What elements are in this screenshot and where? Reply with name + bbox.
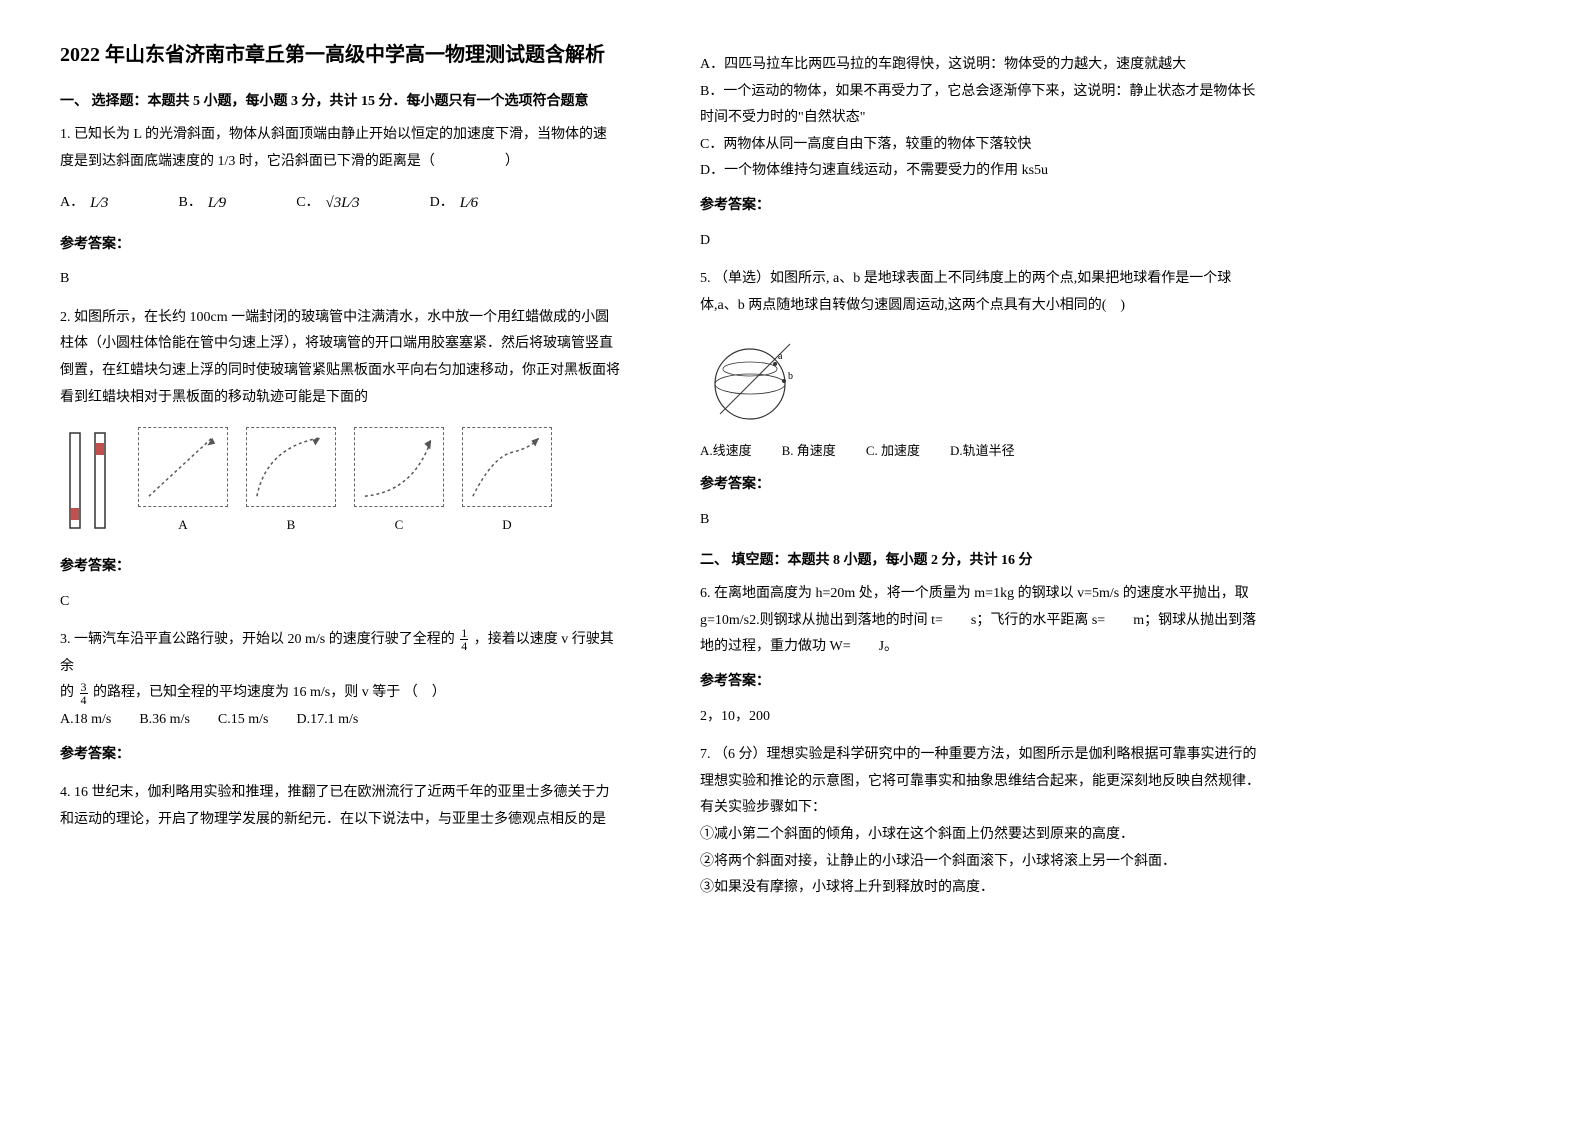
q3-text-3: 的 [60,685,74,700]
q1-optB-value: L⁄9 [208,189,226,218]
q4-optD: D．一个物体维持匀速直线运动，不需要受力的作用 ks5u [700,158,1260,185]
earth-sphere-icon: a b [700,329,810,429]
q7-step-3: ③如果没有摩擦，小球将上升到释放时的高度． [700,875,1260,902]
question-4-stem: 4. 16 世纪末，伽利略用实验和推理，推翻了已在欧洲流行了近两千年的亚里士多德… [60,780,620,833]
q1-answer-label: 参考答案： [60,232,620,259]
q5-optB: B. 角速度 [782,439,836,464]
question-1: 1. 已知长为 L 的光滑斜面，物体从斜面顶端由静止开始以恒定的加速度下滑，当物… [60,122,620,293]
q4-answer: D [700,228,1260,255]
svg-text:b: b [788,371,793,382]
q7-step-2: ②将两个斜面对接，让静止的小球沿一个斜面滚下，小球将滚上另一个斜面． [700,849,1260,876]
question-3: 3. 一辆汽车沿平直公路行驶，开始以 20 m/s 的速度行驶了全程的 1 4 … [60,627,620,768]
question-1-text: 1. 已知长为 L 的光滑斜面，物体从斜面顶端由静止开始以恒定的加速度下滑，当物… [60,122,620,175]
q6-answer: 2，10，200 [700,704,1260,731]
q3-answer-label: 参考答案： [60,742,620,769]
section-1-header: 一、 选择题：本题共 5 小题，每小题 3 分，共计 15 分．每小题只有一个选… [60,90,620,110]
q3-frac-2: 3 4 [80,681,88,706]
q3-text-4: 的路程，已知全程的平均速度为 16 m/s，则 v 等于 （ ） [93,685,446,700]
q5-answer-label: 参考答案： [700,472,1260,499]
q3-text-1: 3. 一辆汽车沿平直公路行驶，开始以 20 m/s 的速度行驶了全程的 [60,632,455,647]
q1-optA-label: A． [60,190,84,217]
q1-optD-value: L⁄6 [460,189,478,218]
right-column: A．四匹马拉车比两匹马拉的车跑得快，这说明：物体受的力越大，速度就越大 B．一个… [700,40,1260,914]
q5-optC: C. 加速度 [866,439,920,464]
question-4-options: A．四匹马拉车比两匹马拉的车跑得快，这说明：物体受的力越大，速度就越大 B．一个… [700,52,1260,254]
q2-diagram-row: A B C [60,427,620,538]
question-1-options: A． L⁄3 B． L⁄9 C． √3L⁄3 D． L⁄6 [60,189,620,218]
q1-optC-label: C． [296,190,319,217]
q2-traj-d: D [462,427,552,538]
question-2: 2. 如图所示，在长约 100cm 一端封闭的玻璃管中注满清水，水中放一个用红蜡… [60,305,620,615]
q6-answer-label: 参考答案： [700,669,1260,696]
q2-label-a: A [138,513,228,538]
q1-answer: B [60,266,620,293]
q1-optB-label: B． [178,190,201,217]
question-7: 7. （6 分）理想实验是科学研究中的一种重要方法，如图所示是伽利略根据可靠事实… [700,742,1260,902]
q3-frac-1: 1 4 [460,627,468,652]
q2-traj-c: C [354,427,444,538]
question-4-text: 4. 16 世纪末，伽利略用实验和推理，推翻了已在欧洲流行了近两千年的亚里士多德… [60,780,620,833]
q4-optB: B．一个运动的物体，如果不再受力了，它总会逐渐停下来，这说明：静止状态才是物体长… [700,79,1260,132]
q2-traj-b: B [246,427,336,538]
q7-step-1: ①减小第二个斜面的倾角，小球在这个斜面上仍然要达到原来的高度． [700,822,1260,849]
q4-optC: C．两物体从同一高度自由下落，较重的物体下落较快 [700,132,1260,159]
section-2-header: 二、 填空题：本题共 8 小题，每小题 2 分，共计 16 分 [700,549,1260,569]
q1-optA-value: L⁄3 [90,189,108,218]
tube-icon [60,428,120,538]
q3-frac2-den: 4 [80,694,88,706]
q1-option-c: C． √3L⁄3 [296,189,359,218]
q3-frac1-den: 4 [460,640,468,652]
document-title: 2022 年山东省济南市章丘第一高级中学高一物理测试题含解析 [60,40,620,70]
q4-answer-label: 参考答案： [700,193,1260,220]
q1-option-b: B． L⁄9 [178,189,226,218]
q2-label-c: C [354,513,444,538]
q2-answer-label: 参考答案： [60,554,620,581]
q5-answer: B [700,507,1260,534]
question-7-text: 7. （6 分）理想实验是科学研究中的一种重要方法，如图所示是伽利略根据可靠事实… [700,742,1260,795]
q5-options: A.线速度 B. 角速度 C. 加速度 D.轨道半径 [700,439,1260,464]
q4-optA: A．四匹马拉车比两匹马拉的车跑得快，这说明：物体受的力越大，速度就越大 [700,52,1260,79]
q2-label-d: D [462,513,552,538]
q3-frac2-num: 3 [80,681,88,694]
q1-option-d: D． L⁄6 [430,189,478,218]
q1-optC-value: √3L⁄3 [326,189,360,218]
q5-optA: A.线速度 [700,439,752,464]
q3-options: A.18 m/s B.36 m/s C.15 m/s D.17.1 m/s [60,707,620,734]
q1-optD-label: D． [430,190,454,217]
svg-text:a: a [778,351,783,362]
q1-option-a: A． L⁄3 [60,189,108,218]
q2-label-b: B [246,513,336,538]
question-5-text: 5. （单选）如图所示, a、b 是地球表面上不同纬度上的两个点,如果把地球看作… [700,266,1260,319]
q5-optD: D.轨道半径 [950,439,1015,464]
question-6: 6. 在离地面高度为 h=20m 处，将一个质量为 m=1kg 的钢球以 v=5… [700,581,1260,730]
question-3-text: 3. 一辆汽车沿平直公路行驶，开始以 20 m/s 的速度行驶了全程的 1 4 … [60,627,620,707]
q2-answer: C [60,589,620,616]
question-6-text: 6. 在离地面高度为 h=20m 处，将一个质量为 m=1kg 的钢球以 v=5… [700,581,1260,661]
left-column: 2022 年山东省济南市章丘第一高级中学高一物理测试题含解析 一、 选择题：本题… [60,40,620,914]
q7-steps-header: 有关实验步骤如下： [700,795,1260,822]
q2-traj-a: A [138,427,228,538]
question-5: 5. （单选）如图所示, a、b 是地球表面上不同纬度上的两个点,如果把地球看作… [700,266,1260,533]
question-2-text: 2. 如图所示，在长约 100cm 一端封闭的玻璃管中注满清水，水中放一个用红蜡… [60,305,620,411]
